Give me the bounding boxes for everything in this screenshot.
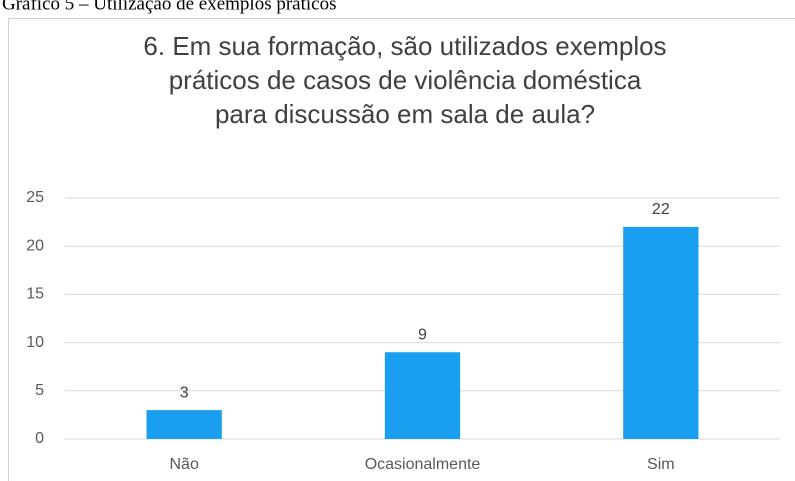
- chart-title: 6. Em sua formação, são utilizados exemp…: [143, 31, 666, 61]
- bar: [384, 352, 461, 439]
- x-tick-label: Ocasionalmente: [365, 456, 481, 473]
- bar: [623, 226, 699, 439]
- y-tick-label: 10: [26, 334, 44, 351]
- data-label: 22: [652, 201, 670, 218]
- chart-title: para discussão em sala de aula?: [215, 99, 595, 129]
- data-label: 3: [180, 384, 189, 401]
- x-tick-label: Não: [169, 456, 198, 473]
- data-label: 9: [418, 326, 427, 343]
- chart-title: práticos de casos de violência doméstica: [169, 65, 642, 95]
- y-tick-label: 20: [26, 237, 44, 254]
- x-tick-label: Sim: [647, 456, 675, 473]
- y-tick-label: 0: [35, 430, 44, 447]
- y-tick-label: 5: [35, 382, 44, 399]
- y-tick-label: 25: [26, 189, 44, 206]
- y-tick-label: 15: [26, 286, 44, 303]
- bar: [146, 410, 222, 439]
- figure-caption: Gráfico 5 – Utilização de exemplos práti…: [2, 0, 337, 14]
